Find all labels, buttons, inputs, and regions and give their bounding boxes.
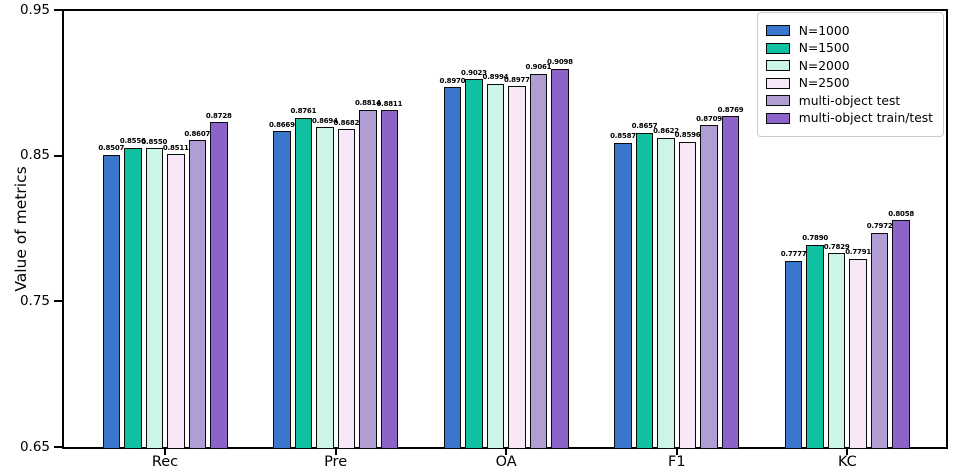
bar-value-label: 0.8761 [290,107,317,116]
bar [359,109,377,449]
bar [657,137,675,449]
bar-value-label: 0.8728 [205,111,232,120]
legend-label: multi-object test [798,93,901,108]
y-tick-label: 0.85 [19,147,50,164]
bar [849,258,867,449]
y-tick-mark [54,300,63,303]
legend-item: N=2000 [765,58,933,73]
bar [529,73,548,449]
x-tick-mark [334,449,337,455]
x-tick-label: F1 [668,454,686,470]
bar [443,87,462,449]
bar-value-label: 0.8709 [696,114,722,123]
legend-label: N=2500 [798,76,850,90]
bar [273,131,291,449]
bar [614,142,632,449]
y-tick-mark [54,154,63,157]
bar-value-label: 0.8556 [119,137,146,145]
legend-label: N=1500 [798,41,850,55]
legend-item: N=2500 [765,76,933,90]
x-tick-mark [164,449,166,455]
bar [508,86,526,449]
bar-value-label: 0.8587 [610,132,636,141]
bar [678,141,697,449]
bar-value-label: 0.8596 [674,131,701,140]
bar-value-label: 0.8058 [888,209,915,218]
bar [870,232,889,449]
bar-value-label: 0.8682 [333,118,360,127]
legend-item: N=1500 [765,41,933,55]
bar-value-label: 0.8814 [354,99,381,108]
bar-value-label: 0.7777 [780,250,807,259]
bar [102,154,120,449]
bar [210,122,228,449]
bar [294,117,313,449]
legend-swatch [765,60,790,71]
bar-value-label: 0.9061 [525,63,552,72]
bar-value-label: 0.9023 [461,68,487,77]
bar [337,129,356,449]
bar [721,116,740,449]
bar [188,140,206,449]
bar-value-label: 0.8669 [268,120,295,129]
bar [635,132,654,449]
y-tick-label: 0.65 [19,438,50,455]
x-tick-label: Rec [151,454,179,470]
bar [380,110,399,449]
y-tick-mark [54,9,63,11]
bar [806,244,824,449]
bar [551,68,569,449]
x-tick-mark [505,449,508,455]
legend-swatch [765,95,790,106]
bar-value-label: 0.8622 [653,127,679,136]
bar [486,83,505,449]
bar-value-label: 0.7829 [823,242,850,251]
bar-value-label: 0.7791 [845,248,872,257]
y-tick-mark [54,446,63,448]
bar-value-label: 0.8977 [504,75,530,84]
legend-swatch [765,25,790,36]
bar-value-label: 0.9098 [547,58,573,67]
bar-value-label: 0.8607 [184,129,211,138]
bar-value-label: 0.8507 [98,144,125,153]
bar-value-label: 0.8811 [376,99,403,108]
x-tick-mark [846,449,849,455]
bar-value-label: 0.8694 [311,116,338,125]
x-tick-label: OA [495,454,517,470]
legend: N=1000 N=1500 N=2000 N=2500 multi-object tes… [756,12,944,137]
legend-item: N=1000 [765,23,933,38]
bar-value-label: 0.7972 [866,222,893,231]
bar [124,147,142,449]
bar [784,260,803,449]
bar-value-label: 0.8657 [631,122,658,131]
bar-value-label: 0.8970 [439,76,466,85]
bar [316,127,334,449]
legend-label: N=2000 [798,58,850,73]
legend-swatch [765,112,790,124]
bar [892,220,910,449]
bar-value-label: 0.7890 [802,234,829,243]
bar [145,148,163,449]
bar [167,154,185,449]
bar [465,79,483,449]
legend-item: multi-object train/test [765,111,933,125]
y-tick-label: 0.75 [19,292,50,309]
x-tick-label: Pre [324,454,348,470]
legend-item: multi-object test [765,93,933,108]
x-tick-label: KC [837,454,857,470]
bar [827,253,846,449]
legend-swatch [765,42,790,54]
y-axis-label: Value of metrics [12,166,30,292]
bar-value-label: 0.8511 [162,143,189,152]
x-tick-mark [675,449,678,455]
bar-value-label: 0.8994 [482,73,509,82]
legend-label: N=1000 [798,23,850,38]
legend-label: multi-object train/test [798,111,933,125]
y-tick-label: 0.95 [19,1,50,18]
bar [700,125,718,449]
bar-value-label: 0.8550 [141,137,168,146]
bar-value-label: 0.8769 [717,105,744,114]
legend-swatch [765,77,790,89]
